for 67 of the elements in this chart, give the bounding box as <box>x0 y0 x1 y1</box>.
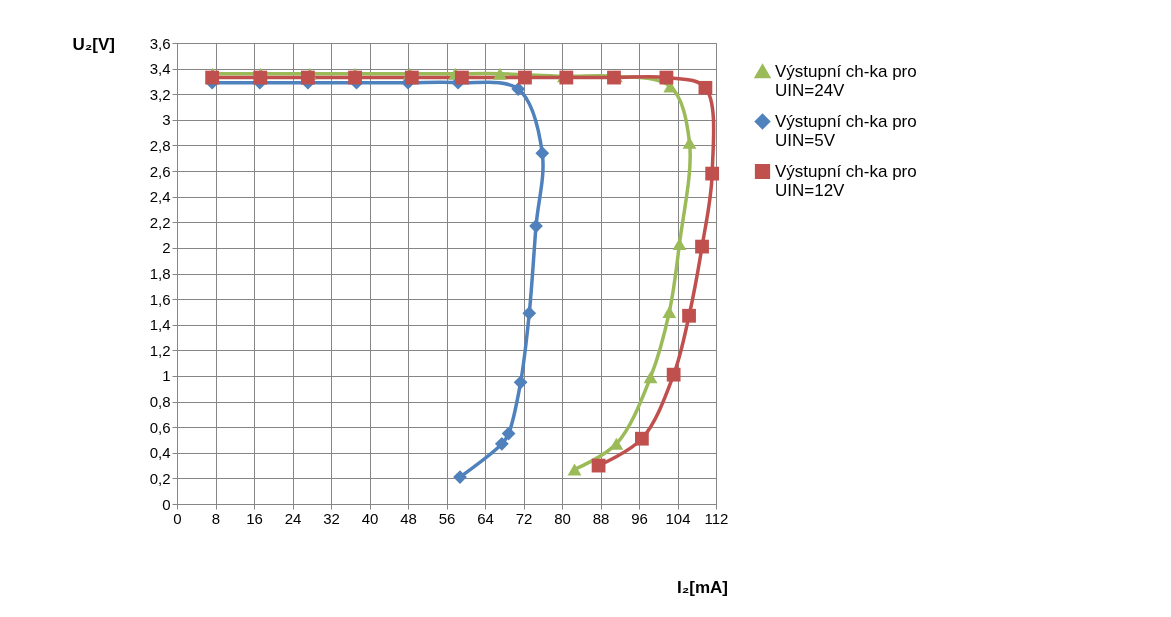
x-axis-title: I₂[mA] <box>677 577 728 597</box>
point <box>609 437 624 450</box>
x-tick-label: 32 <box>323 509 340 527</box>
x-tick-label: 88 <box>592 509 610 527</box>
point <box>494 436 509 451</box>
x-tick-label: 16 <box>246 509 263 527</box>
y-tick-label: 0,4 <box>149 444 171 462</box>
y-tick-label: 0,8 <box>149 393 171 411</box>
y-tick-label: 0,6 <box>149 418 171 436</box>
x-tick-label: 64 <box>477 509 494 527</box>
y-tick-label: 3,4 <box>149 60 171 78</box>
y-tick-label: 3,6 <box>149 34 171 52</box>
point <box>666 367 681 382</box>
point <box>698 80 713 95</box>
x-tick-label: 24 <box>284 509 302 527</box>
x-tick-label: 8 <box>211 509 221 527</box>
point <box>535 146 550 161</box>
point <box>455 70 469 85</box>
point <box>529 219 543 234</box>
x-tick-label: 80 <box>554 509 571 527</box>
point <box>301 70 315 85</box>
y-tick-label: 3,2 <box>149 85 171 103</box>
y-tick-label: 3 <box>162 111 171 129</box>
y-tick-label: 2,4 <box>149 188 171 206</box>
point <box>682 308 696 323</box>
x-tick-label: 96 <box>631 509 648 527</box>
y-tick-label: 2,6 <box>149 162 171 180</box>
point <box>511 82 526 96</box>
x-tick-label: 40 <box>361 509 379 527</box>
point <box>705 166 720 181</box>
point <box>522 306 537 321</box>
point <box>348 70 362 85</box>
legend-label: Výstupní ch-ka pro UIN=24V <box>775 61 917 100</box>
y-tick-label: 2,8 <box>149 136 171 154</box>
y-tick-label: 1 <box>162 367 171 385</box>
y-tick-label: 1,4 <box>149 316 171 334</box>
y-tick-label: 2,2 <box>149 213 171 231</box>
point <box>205 70 220 85</box>
y-tick-label: 1,6 <box>149 290 171 308</box>
y-tick-label: 1,8 <box>149 265 171 282</box>
point <box>682 136 697 149</box>
point <box>662 305 677 318</box>
y-tick-label: 0,2 <box>149 469 171 487</box>
y-tick-label: 2 <box>162 239 171 257</box>
point <box>635 431 649 446</box>
point <box>404 70 419 85</box>
point <box>453 470 467 484</box>
y-tick-label: 0 <box>162 495 171 513</box>
point <box>253 70 268 85</box>
y-axis-title: U₂[V] <box>72 34 115 54</box>
point <box>513 375 528 390</box>
legend-label: Výstupní ch-ka pro UIN=5V <box>775 111 917 150</box>
point <box>501 426 516 441</box>
point <box>493 67 507 80</box>
point <box>672 238 687 251</box>
x-tick-label: 104 <box>665 509 691 527</box>
x-tick-label: 0 <box>173 509 182 527</box>
point <box>695 239 709 254</box>
legend-label: Výstupní ch-ka pro UIN=12V <box>775 161 917 200</box>
point <box>643 371 658 384</box>
x-tick-label: 48 <box>400 509 417 527</box>
point <box>518 70 532 85</box>
y-tick-label: 1,2 <box>149 341 171 359</box>
x-tick-label: 72 <box>515 509 533 527</box>
x-tick-label: 112 <box>704 509 729 527</box>
point <box>567 463 582 476</box>
x-tick-label: 56 <box>438 509 456 527</box>
